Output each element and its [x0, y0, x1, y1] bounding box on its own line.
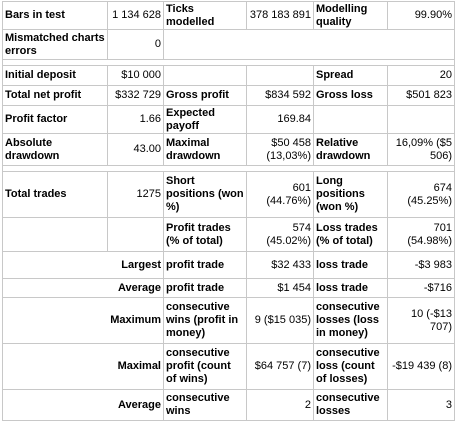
label: Gross profit — [163, 85, 247, 106]
empty-cell — [163, 29, 455, 60]
value: 2 — [246, 389, 314, 421]
value: $10 000 — [107, 65, 164, 86]
value: 574 (45.02%) — [246, 217, 314, 252]
label: loss trade — [313, 251, 388, 279]
label: Ticks modelled — [163, 1, 247, 30]
value: -$716 — [387, 278, 455, 298]
row-label: Average — [2, 278, 164, 298]
value: 1.66 — [107, 105, 164, 134]
value: $332 729 — [107, 85, 164, 106]
label: Long positions (won %) — [313, 171, 388, 218]
label: Total net profit — [2, 85, 108, 106]
label: consecutive profit (count of wins) — [163, 343, 247, 390]
empty-cell — [387, 105, 455, 134]
value: 43.00 — [107, 133, 164, 166]
label: Profit factor — [2, 105, 108, 134]
label: Spread — [313, 65, 388, 86]
value: 701 (54.98%) — [387, 217, 455, 252]
value: $1 454 — [246, 278, 314, 298]
value: 674 (45.25%) — [387, 171, 455, 218]
value: $32 433 — [246, 251, 314, 279]
value: -$3 983 — [387, 251, 455, 279]
row-label: Largest — [2, 251, 164, 279]
label: Absolute drawdown — [2, 133, 108, 166]
label: Bars in test — [2, 1, 108, 30]
value: $64 757 (7) — [246, 343, 314, 390]
label: consecutive wins (profit in money) — [163, 297, 247, 344]
empty-cell — [163, 65, 247, 86]
value: 10 (-$13 707) — [387, 297, 455, 344]
value: 601 (44.76%) — [246, 171, 314, 218]
empty-cell — [107, 217, 164, 252]
report-table: Bars in test 1 134 628 Ticks modelled 37… — [2, 1, 455, 421]
label: Loss trades (% of total) — [313, 217, 388, 252]
value: -$19 439 (8) — [387, 343, 455, 390]
label: Relative drawdown — [313, 133, 388, 166]
label: Expected payoff — [163, 105, 247, 134]
value: 1 134 628 — [107, 1, 164, 30]
label: Mismatched charts errors — [2, 29, 108, 60]
empty-cell — [313, 105, 388, 134]
label: Gross loss — [313, 85, 388, 106]
label: profit trade — [163, 251, 247, 279]
label: consecutive losses — [313, 389, 388, 421]
label: profit trade — [163, 278, 247, 298]
row-label: Average — [2, 389, 164, 421]
value: 0 — [107, 29, 164, 60]
label: consecutive loss (count of losses) — [313, 343, 388, 390]
label: Profit trades (% of total) — [163, 217, 247, 252]
value: $834 592 — [246, 85, 314, 106]
label: consecutive losses (loss in money) — [313, 297, 388, 344]
value: 3 — [387, 389, 455, 421]
label: Total trades — [2, 171, 108, 218]
value: $501 823 — [387, 85, 455, 106]
value: 169.84 — [246, 105, 314, 134]
row-label: Maximum — [2, 297, 164, 344]
label: Initial deposit — [2, 65, 108, 86]
value: 16,09% ($5 506) — [387, 133, 455, 166]
label: Modelling quality — [313, 1, 388, 30]
empty-cell — [246, 65, 314, 86]
label: consecutive wins — [163, 389, 247, 421]
label: Maximal drawdown — [163, 133, 247, 166]
value: 378 183 891 — [246, 1, 314, 30]
value: 99.90% — [387, 1, 455, 30]
row-label: Maximal — [2, 343, 164, 390]
value: 1275 — [107, 171, 164, 218]
value: 9 ($15 035) — [246, 297, 314, 344]
value: 20 — [387, 65, 455, 86]
label: Short positions (won %) — [163, 171, 247, 218]
empty-cell — [2, 217, 108, 252]
label: loss trade — [313, 278, 388, 298]
value: $50 458 (13,03%) — [246, 133, 314, 166]
